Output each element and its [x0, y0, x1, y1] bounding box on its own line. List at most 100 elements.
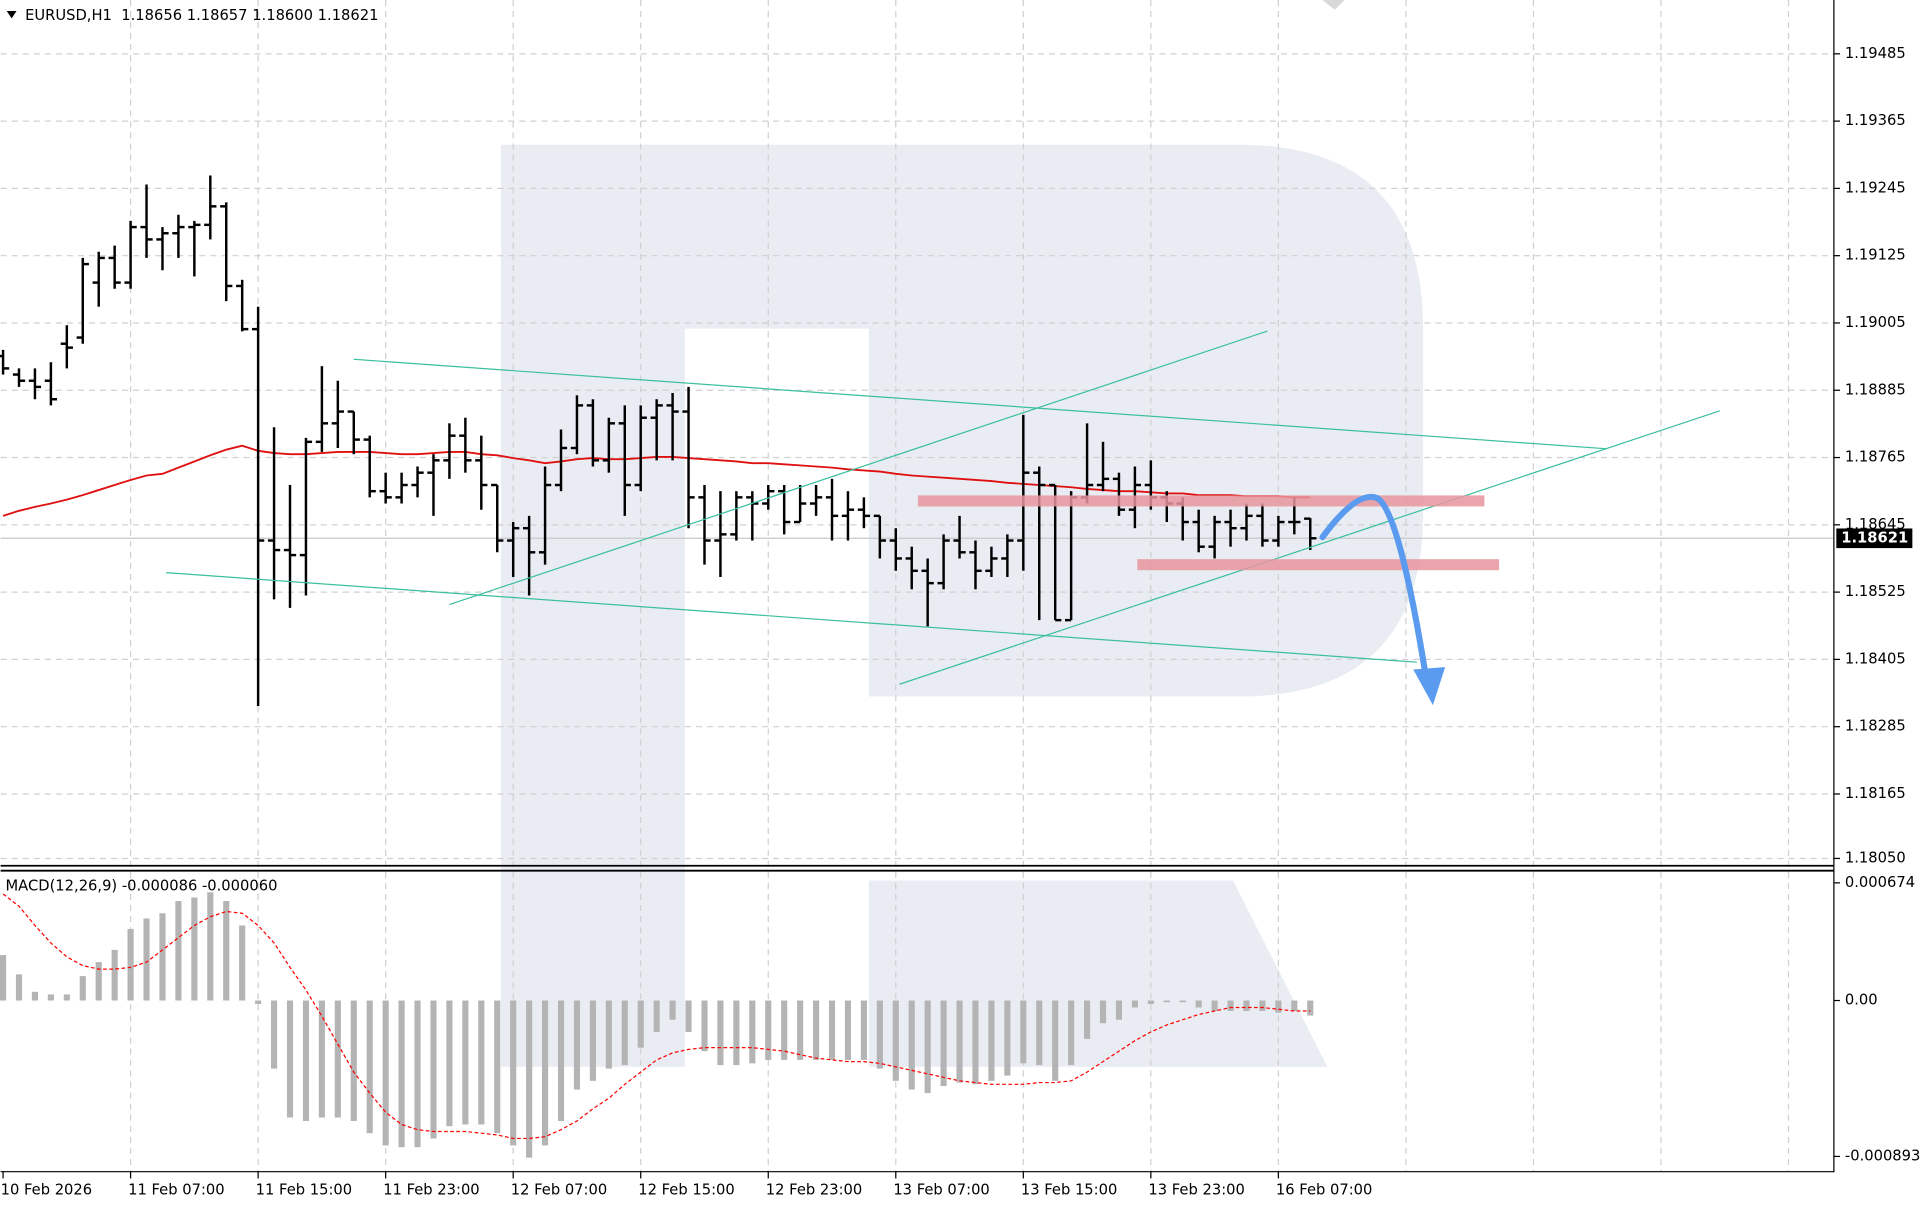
macd-bar: [255, 1000, 262, 1005]
macd-bar: [462, 1000, 469, 1125]
x-tick-label: 12 Feb 23:00: [766, 1182, 862, 1199]
trend-line: [899, 410, 1721, 685]
macd-bar: [1275, 1000, 1282, 1013]
macd-bar: [892, 1000, 899, 1081]
macd-bar: [988, 1000, 995, 1081]
y-tick-label: 1.19005: [1845, 314, 1906, 331]
trend-line: [166, 572, 1417, 663]
macd-bar: [159, 913, 166, 1001]
macd-bar: [1115, 1000, 1123, 1020]
macd-bar: [31, 991, 39, 1001]
y-tick-label: 1.18165: [1845, 785, 1906, 802]
x-tick-label: 16 Feb 07:00: [1276, 1182, 1372, 1199]
macd-bar: [605, 1000, 612, 1069]
x-tick-label: 12 Feb 15:00: [638, 1182, 734, 1199]
symbol-header: EURUSD,H1 1.18656 1.18657 1.18600 1.1862…: [25, 7, 378, 24]
x-tick-label: 13 Feb 07:00: [893, 1182, 989, 1199]
macd-bar: [1227, 1000, 1234, 1012]
y-tick-label: 1.19125: [1845, 247, 1906, 264]
x-tick-label: 11 Feb 15:00: [256, 1182, 352, 1199]
indicator-title: MACD(12,26,9) -0.000086 -0.000060: [6, 878, 278, 895]
macd-bar: [63, 994, 70, 1001]
macd-bar: [749, 1000, 756, 1064]
macd-bar: [813, 1000, 820, 1060]
data-layer: 1.19485 1.19365 1.19245 1.19125 1.19005 1.188…: [0, 0, 1920, 1179]
macd-bar: [286, 1000, 294, 1118]
macd-bar: [318, 1000, 325, 1118]
macd-bar: [398, 1000, 405, 1148]
macd-bar: [1036, 1000, 1043, 1066]
macd-bar: [414, 1000, 421, 1148]
macd-bar: [430, 1000, 437, 1139]
y-tick-label: 1.18885: [1845, 381, 1906, 398]
y-tick-label: 1.19485: [1845, 45, 1906, 62]
x-tick-label: 10 Feb 2026: [1, 1182, 93, 1199]
y-tick-label: 1.18285: [1845, 718, 1906, 735]
macd-bar: [828, 1000, 836, 1060]
macd-bar: [542, 1000, 549, 1146]
y-tick-label: 1.19365: [1845, 112, 1906, 129]
macd-bar: [589, 1000, 596, 1081]
x-tick-label: 13 Feb 23:00: [1148, 1182, 1244, 1199]
y-tick-label: 0.000674: [1845, 874, 1915, 891]
macd-bar: [669, 1000, 676, 1020]
future-grid: [1405, 0, 1790, 1172]
macd-bar: [1099, 1000, 1107, 1024]
signal-line: [2, 893, 1311, 1140]
macd-bar: [637, 1000, 644, 1048]
macd-bar: [1068, 1000, 1075, 1066]
resistance-zone: [917, 495, 1485, 507]
macd-bar: [908, 1000, 915, 1090]
macd-bar: [972, 1000, 979, 1085]
macd-bar: [956, 1000, 963, 1083]
macd-bar: [1195, 1000, 1202, 1008]
macd-bar: [701, 1000, 708, 1052]
y-tick-label: 0.00: [1845, 992, 1878, 1009]
forecast-arrow: [1319, 493, 1429, 678]
trend-line: [449, 330, 1268, 606]
macd-bar: [860, 1000, 867, 1060]
macd-bar: [95, 962, 102, 1001]
macd-bar: [797, 1000, 804, 1060]
macd-bar: [446, 1000, 453, 1127]
watermark-leg: [868, 880, 1328, 1067]
macd-bar: [876, 1000, 883, 1069]
macd-bar: [223, 901, 230, 1001]
x-tick-label: 13 Feb 15:00: [1021, 1182, 1117, 1199]
annotations: [166, 330, 1721, 706]
macd-bar: [1179, 1000, 1186, 1003]
y-tick-label: 1.18405: [1845, 650, 1906, 667]
current-price-label: 1.18621: [1841, 529, 1908, 546]
macd-bar: [924, 1000, 931, 1094]
macd-bar: [79, 976, 86, 1001]
macd-bar: [207, 892, 214, 1001]
macd-bar: [350, 1000, 357, 1121]
macd-bar: [557, 1000, 565, 1121]
y-tick-label: 1.18050: [1845, 849, 1906, 866]
macd-bar: [526, 1000, 533, 1158]
macd-bar: [510, 1000, 517, 1146]
macd-bar: [1211, 1000, 1218, 1012]
macd-bar: [0, 955, 7, 1001]
macd-bar: [1131, 1000, 1138, 1008]
y-tick-label: -0.000893: [1845, 1147, 1920, 1164]
macd-bar: [1163, 1000, 1170, 1003]
macd-bar: [781, 1000, 788, 1060]
overlay: 10 Feb 2026 11 Feb 07:00 11 Feb 15:00 11 Fe…: [1, 528, 1913, 1199]
macd-bar: [271, 1000, 278, 1069]
current-price-box: [1836, 528, 1913, 549]
symbol-menu-icon: [6, 11, 17, 19]
macd-bar: [1243, 1000, 1250, 1012]
macd-bar: [302, 1000, 310, 1121]
x-tick-label: 11 Feb 23:00: [383, 1182, 479, 1199]
macd-bar: [494, 1000, 501, 1134]
macd-bar: [111, 949, 118, 1001]
macd-bar: [1052, 1000, 1059, 1081]
macd-bar: [1004, 1000, 1011, 1076]
y-tick-label: 1.18765: [1845, 449, 1906, 466]
macd-bar: [127, 928, 134, 1001]
x-tick-label: 12 Feb 07:00: [511, 1182, 607, 1199]
trend-line: [353, 358, 1608, 450]
macd-bar: [717, 1000, 724, 1066]
